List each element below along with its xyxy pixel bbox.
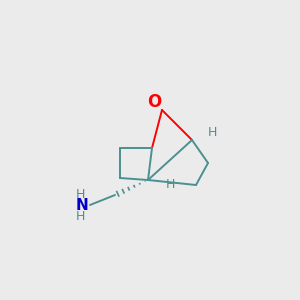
Text: H: H xyxy=(75,188,85,202)
Text: H: H xyxy=(207,125,217,139)
Text: H: H xyxy=(75,211,85,224)
Text: N: N xyxy=(76,199,88,214)
Text: H: H xyxy=(165,178,175,190)
Text: O: O xyxy=(147,93,161,111)
